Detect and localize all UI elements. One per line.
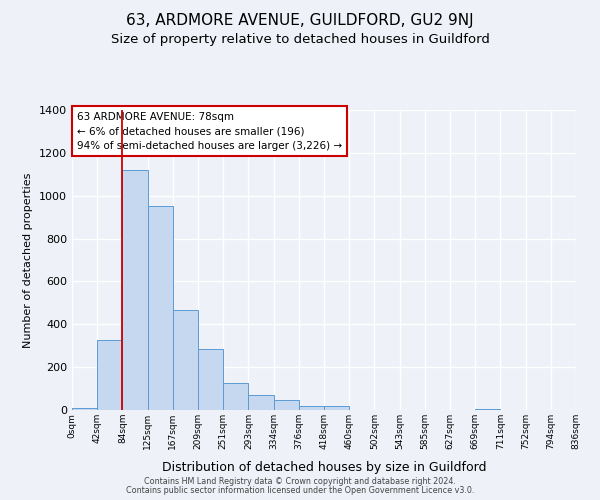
Text: 63, ARDMORE AVENUE, GUILDFORD, GU2 9NJ: 63, ARDMORE AVENUE, GUILDFORD, GU2 9NJ [126, 12, 474, 28]
Bar [475, 409, 500, 410]
Text: Size of property relative to detached houses in Guildford: Size of property relative to detached ho… [110, 32, 490, 46]
Text: Contains public sector information licensed under the Open Government Licence v3: Contains public sector information licen… [126, 486, 474, 495]
Bar [324, 406, 349, 410]
Bar [97, 340, 122, 410]
Bar [299, 406, 324, 410]
Bar [173, 310, 198, 410]
Text: Distribution of detached houses by size in Guildford: Distribution of detached houses by size … [162, 461, 486, 474]
Bar [223, 383, 248, 410]
Bar [274, 400, 299, 410]
Y-axis label: Number of detached properties: Number of detached properties [23, 172, 34, 348]
Bar [198, 349, 223, 410]
Bar [148, 206, 173, 410]
Text: Contains HM Land Registry data © Crown copyright and database right 2024.: Contains HM Land Registry data © Crown c… [144, 477, 456, 486]
Bar [122, 170, 148, 410]
Text: 63 ARDMORE AVENUE: 78sqm
← 6% of detached houses are smaller (196)
94% of semi-d: 63 ARDMORE AVENUE: 78sqm ← 6% of detache… [77, 112, 342, 151]
Bar [72, 408, 97, 410]
Bar [248, 395, 274, 410]
